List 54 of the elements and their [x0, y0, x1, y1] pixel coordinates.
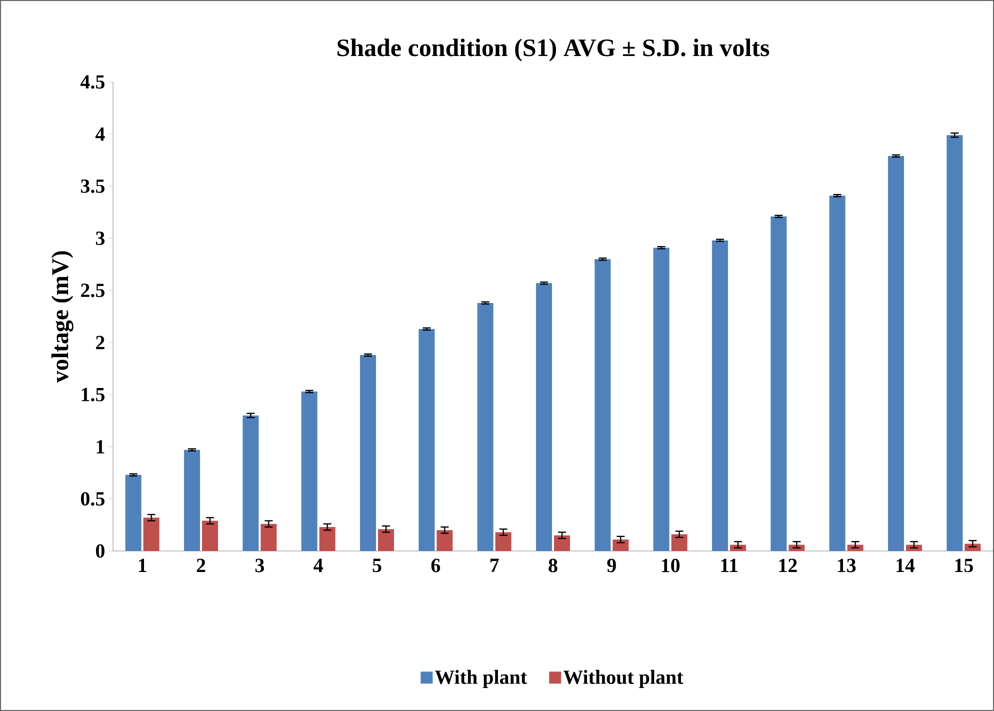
bar	[319, 527, 336, 551]
bar	[184, 450, 200, 551]
bar	[260, 524, 277, 551]
bar	[770, 216, 787, 551]
legend-label: Without plant	[563, 670, 684, 688]
bar	[436, 530, 453, 551]
bar	[360, 355, 376, 551]
bar	[671, 534, 688, 551]
bar	[202, 520, 218, 551]
y-tick-label: 2	[96, 336, 104, 350]
x-tick-label: 7	[490, 558, 499, 572]
y-tick-label: 0.5	[80, 492, 104, 506]
y-tick-label: 4.5	[80, 75, 104, 89]
x-tick-label: 1	[138, 558, 146, 572]
y-tick-label: 3.5	[80, 179, 104, 193]
chart-title: Shade condition (S1) AVG ± S.D. in volts	[338, 38, 770, 62]
x-tick-label: 4	[314, 558, 323, 572]
x-tick-label: 6	[431, 558, 440, 572]
x-tick-label: 12	[779, 558, 797, 572]
legend-label: With plant	[434, 670, 527, 688]
y-tick-label: 1	[96, 440, 104, 454]
x-tick-label: 3	[255, 558, 264, 572]
bar	[536, 283, 552, 551]
bar	[378, 529, 394, 551]
x-tick-label: 9	[607, 558, 616, 572]
y-tick-label: 1.5	[82, 388, 104, 402]
y-tick-label: 3	[96, 232, 105, 246]
y-tick-label: 4	[95, 128, 105, 141]
bar	[477, 302, 494, 551]
bar	[829, 196, 846, 551]
y-axis-title: voltage (mV)	[51, 251, 74, 383]
bar	[418, 328, 435, 551]
x-tick-label: 14	[896, 558, 915, 572]
bar	[554, 535, 570, 551]
x-tick-label: 5	[372, 558, 382, 572]
x-tick-label: 2	[196, 558, 206, 572]
bar	[125, 474, 142, 551]
bar	[301, 392, 318, 551]
bar	[143, 518, 160, 551]
bar	[712, 240, 728, 551]
y-tick-label: 2.5	[81, 284, 104, 298]
x-tick-label: 8	[548, 558, 558, 572]
x-tick-label: 15	[955, 558, 973, 572]
x-tick-label: 10	[662, 558, 680, 572]
bar	[653, 248, 670, 551]
x-tick-label: 11	[721, 558, 738, 572]
y-tick-label: 0	[96, 544, 104, 558]
bar	[888, 156, 904, 551]
bar	[946, 135, 963, 551]
bar	[242, 416, 259, 551]
bar	[612, 540, 629, 551]
bar	[594, 259, 611, 551]
bar	[495, 532, 512, 551]
x-tick-label: 13	[838, 558, 856, 572]
